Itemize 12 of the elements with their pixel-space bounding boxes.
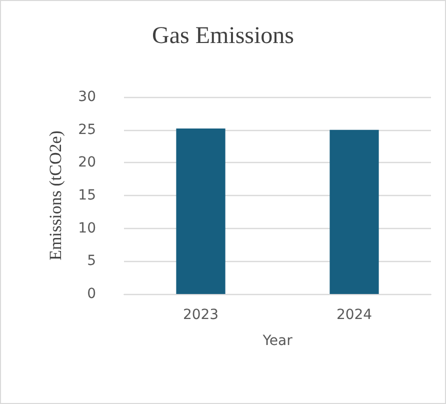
x-axis-title: Year bbox=[262, 333, 293, 349]
y-tick-label: 25 bbox=[78, 122, 96, 138]
x-tick-label: 2023 bbox=[182, 307, 219, 323]
y-tick-label: 20 bbox=[78, 154, 96, 171]
y-tick-label: 0 bbox=[87, 286, 96, 302]
y-axis-title: Emissions (tCO2e) bbox=[46, 130, 65, 260]
y-tick-label: 30 bbox=[78, 89, 96, 105]
y-tick-label: 5 bbox=[87, 253, 96, 270]
y-tick-label: 15 bbox=[78, 188, 96, 204]
y-tick-label: 10 bbox=[78, 220, 96, 236]
chart-title: Gas Emissions bbox=[152, 23, 294, 49]
x-tick-label: 2024 bbox=[336, 307, 372, 323]
